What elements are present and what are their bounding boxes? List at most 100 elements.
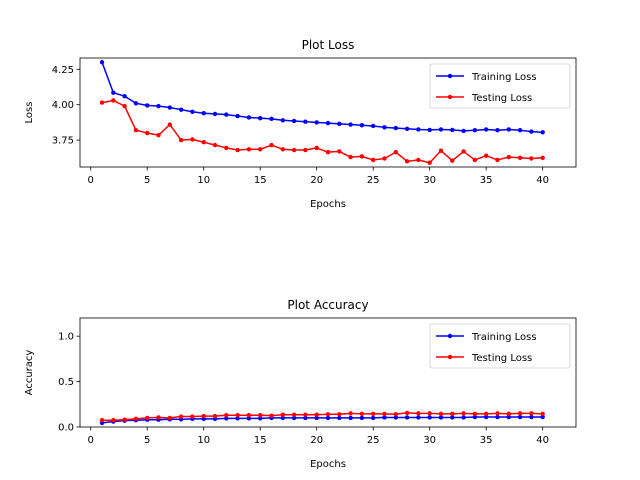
data-point: [450, 415, 455, 420]
x-tick-label: 40: [536, 175, 549, 186]
data-point: [461, 411, 466, 416]
data-point: [337, 415, 342, 421]
legend-label: Testing Loss: [471, 353, 532, 364]
data-point: [156, 103, 161, 109]
data-point: [348, 122, 353, 127]
y-tick-label: 4.25: [52, 65, 74, 76]
y-tick-label: 3.75: [52, 136, 74, 147]
data-point: [246, 147, 252, 152]
legend-box: [429, 323, 571, 369]
data-point: [450, 158, 455, 163]
series-line: [101, 416, 543, 424]
x-axis-label: Epochs: [310, 459, 346, 470]
data-point: [201, 413, 206, 419]
data-point: [359, 411, 365, 417]
data-point: [337, 412, 342, 417]
data-point: [517, 411, 523, 416]
data-point: [517, 127, 523, 133]
data-point: [404, 415, 410, 420]
data-point: [416, 127, 421, 132]
data-point: [246, 115, 252, 120]
data-point: [325, 120, 331, 126]
data-point: [370, 411, 376, 417]
data-point: [325, 415, 331, 421]
chart-title: Plot Accuracy: [287, 298, 368, 312]
data-point: [540, 155, 545, 160]
data-point: [529, 129, 534, 134]
data-point: [506, 411, 511, 417]
x-tick-label: 15: [254, 175, 267, 186]
data-point: [438, 411, 444, 417]
data-point: [303, 147, 308, 153]
data-point: [224, 145, 229, 151]
data-point: [190, 137, 195, 142]
data-point: [370, 415, 376, 421]
data-point: [359, 154, 365, 159]
data-point: [438, 415, 444, 420]
legend-label: Testing Loss: [471, 93, 532, 104]
data-point: [258, 115, 263, 121]
plot-frame: [79, 317, 577, 428]
data-point: [416, 415, 421, 420]
data-point: [370, 123, 376, 129]
x-tick-label: 5: [144, 175, 150, 186]
data-point: [145, 130, 150, 136]
data-point: [280, 415, 286, 421]
data-point: [416, 411, 421, 416]
data-point: [246, 416, 252, 421]
data-point: [359, 415, 365, 421]
data-point: [258, 412, 263, 418]
data-point: [178, 107, 184, 112]
legend-label: Training Loss: [471, 72, 537, 83]
plot-frame: [79, 57, 577, 168]
data-point: [133, 101, 139, 106]
data-point: [167, 122, 173, 127]
data-point: [483, 414, 489, 420]
data-point: [178, 414, 184, 419]
data-point: [269, 142, 274, 148]
data-point: [506, 127, 511, 132]
data-point: [280, 147, 286, 152]
data-point: [291, 412, 297, 417]
data-point: [224, 112, 229, 117]
x-tick-label: 25: [367, 435, 380, 446]
data-point: [472, 127, 478, 133]
legend-marker: [447, 354, 453, 360]
data-point: [461, 415, 466, 420]
data-point: [291, 118, 297, 124]
data-point: [99, 417, 105, 423]
data-point: [337, 121, 342, 127]
data-point: [178, 137, 184, 143]
data-point: [393, 149, 398, 155]
chart-1: Plot Loss 0 5 10 15 20 25 30 35 40 3.75 4.00 4.25 Epo…: [24, 38, 577, 210]
data-point: [461, 128, 466, 134]
data-point: [404, 159, 410, 164]
data-point: [190, 109, 195, 114]
x-tick-label: 35: [480, 435, 493, 446]
data-point: [517, 155, 523, 160]
data-point: [212, 142, 218, 148]
series-line: [101, 61, 543, 134]
data-point: [122, 417, 127, 422]
data-point: [337, 149, 342, 154]
data-point: [201, 140, 206, 145]
data-point: [303, 119, 308, 124]
data-point: [540, 414, 545, 420]
data-point: [483, 153, 489, 158]
data-point: [427, 160, 432, 165]
data-point: [224, 412, 229, 418]
data-point: [212, 111, 218, 117]
data-point: [145, 415, 150, 421]
x-tick-label: 35: [480, 175, 493, 186]
legend-box: [429, 63, 571, 109]
data-point: [156, 415, 161, 420]
x-tick-label: 30: [423, 175, 436, 186]
data-point: [235, 113, 240, 119]
data-point: [291, 415, 297, 421]
data-point: [483, 411, 489, 417]
data-point: [224, 416, 229, 421]
data-point: [122, 103, 127, 109]
data-point: [348, 154, 353, 160]
x-tick-label: 10: [197, 435, 210, 446]
